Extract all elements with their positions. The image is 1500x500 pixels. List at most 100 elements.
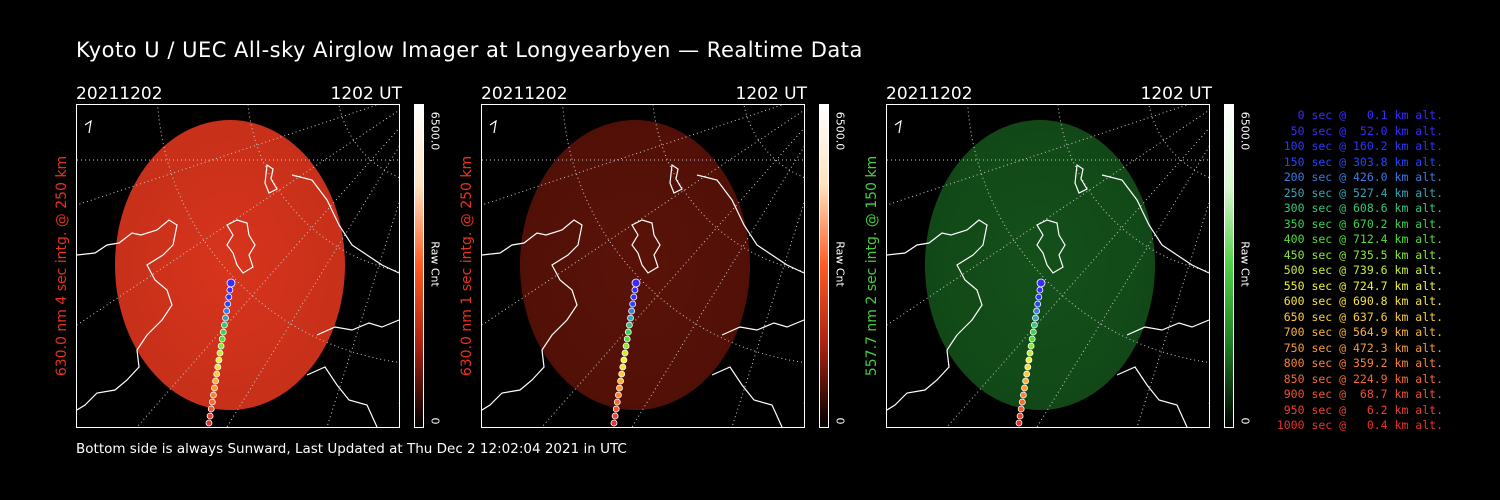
- allsky-image: [886, 104, 1210, 428]
- coastline: [84, 119, 92, 134]
- coastline: [264, 163, 278, 194]
- imager-panel-1: 20211202 1202 UT 630.0 nm 4 sec intg. @ …: [54, 84, 442, 434]
- coastline: [291, 174, 399, 274]
- coastline: [489, 119, 497, 134]
- colorbar-min-text: 0: [428, 417, 442, 425]
- longitude-line: [77, 105, 379, 206]
- trajectory-point: [1029, 328, 1037, 336]
- allsky-map-svg: [77, 105, 399, 427]
- trajectory-point: [222, 314, 229, 322]
- trajectory-point: [208, 398, 216, 406]
- legend-entry: 50 sec @ 52.0 km alt.: [1290, 123, 1443, 138]
- trajectory-point: [225, 293, 233, 301]
- panel-ylabel: 557.7 nm 2 sec intg. @ 150 km: [862, 104, 882, 428]
- colorbar-max-text: 6500.0: [1238, 111, 1252, 151]
- trajectory-point: [214, 363, 222, 371]
- ylabel-text: 630.0 nm 1 sec intg. @ 250 km: [459, 155, 475, 377]
- trajectory-point: [611, 412, 619, 420]
- trajectory-point: [223, 307, 231, 315]
- legend-entry: 350 sec @ 670.2 km alt.: [1283, 216, 1443, 231]
- allsky-map-svg: [887, 105, 1209, 427]
- trajectory-point: [618, 370, 626, 378]
- coastline: [226, 219, 256, 274]
- longitude-line: [482, 109, 804, 326]
- trajectory-point: [625, 321, 633, 329]
- coastline: [711, 366, 783, 427]
- trajectory-point: [226, 278, 236, 288]
- trajectory-point: [620, 356, 628, 364]
- trajectory-point: [1032, 314, 1039, 322]
- trajectory-point: [1022, 377, 1030, 385]
- trajectory-point: [207, 405, 215, 413]
- legend-entry: 450 sec @ 735.5 km alt.: [1283, 247, 1443, 262]
- coastline: [894, 119, 902, 134]
- trajectory-point: [617, 377, 625, 385]
- trajectory-point: [621, 349, 629, 357]
- trajectory-point: [631, 286, 639, 294]
- trajectory-point: [1033, 307, 1041, 315]
- airglow-disk: [925, 120, 1155, 410]
- colorbar-max-text: 6500.0: [428, 111, 442, 151]
- trajectory-point: [1019, 391, 1027, 399]
- coastline: [669, 163, 683, 194]
- panel-date: 20211202: [76, 84, 163, 104]
- trajectory-point: [616, 384, 623, 392]
- trajectory-point: [1028, 335, 1036, 343]
- colorbar-unit-text: Raw Cnt: [1238, 241, 1252, 287]
- trajectory-point: [610, 419, 618, 427]
- longitude-line: [482, 105, 784, 206]
- coastline: [696, 174, 804, 274]
- coastline: [306, 366, 378, 427]
- trajectory-point: [206, 412, 214, 420]
- footer-note: Bottom side is always Sunward, Last Upda…: [76, 441, 627, 457]
- trajectory-point: [220, 321, 228, 329]
- trajectory-point: [224, 300, 232, 308]
- colorbar-max-text: 6500.0: [833, 111, 847, 151]
- colorbar-unit-text: Raw Cnt: [428, 241, 442, 287]
- trajectory-point: [1027, 342, 1035, 350]
- legend-entry: 550 sec @ 724.7 km alt.: [1283, 278, 1443, 293]
- colorbar-unit: Raw Cnt: [831, 234, 849, 294]
- panel-date: 20211202: [481, 84, 568, 104]
- colorbar: [1224, 104, 1234, 428]
- trajectory-point: [1036, 286, 1044, 294]
- legend-entry: 250 sec @ 527.4 km alt.: [1283, 185, 1443, 200]
- legend-entry: 300 sec @ 608.6 km alt.: [1283, 201, 1443, 215]
- colorbar-min-text: 0: [833, 417, 847, 425]
- trajectory-point: [215, 356, 223, 364]
- trajectory-point: [613, 398, 621, 406]
- page-title: Kyoto U / UEC All-sky Airglow Imager at …: [76, 38, 863, 62]
- longitude-line: [887, 105, 1189, 206]
- colorbar-min: 0: [1236, 414, 1254, 428]
- colorbar-unit: Raw Cnt: [426, 234, 444, 294]
- trajectory-legend: 0 sec @ 0.1 km alt. 50 sec @ 52.0 km alt.…: [1277, 108, 1443, 434]
- trajectory-point: [219, 328, 227, 336]
- colorbar-max: 6500.0: [1236, 106, 1254, 156]
- trajectory-point: [218, 335, 226, 343]
- trajectory-point: [619, 363, 627, 371]
- trajectory-point: [612, 405, 620, 413]
- coastline: [482, 219, 583, 411]
- coastline: [1116, 366, 1188, 427]
- trajectory-point: [629, 300, 637, 308]
- legend-entry: 650 sec @ 637.6 km alt.: [1283, 309, 1443, 324]
- legend-entry: 800 sec @ 359.2 km alt.: [1283, 356, 1443, 370]
- legend-entry: 750 sec @ 472.3 km alt.: [1283, 340, 1443, 355]
- colorbar-max: 6500.0: [426, 106, 444, 156]
- trajectory-point: [1030, 321, 1038, 329]
- ylabel-text: 630.0 nm 4 sec intg. @ 250 km: [54, 155, 70, 377]
- panel-time: 1202 UT: [330, 84, 403, 104]
- allsky-image: [76, 104, 400, 428]
- trajectory-point: [212, 377, 220, 385]
- trajectory-point: [631, 278, 641, 288]
- coastline: [887, 219, 988, 411]
- panel-time: 1202 UT: [1140, 84, 1213, 104]
- airglow-disk: [115, 120, 345, 410]
- legend-entry: 1000 sec @ 0.4 km alt.: [1276, 418, 1443, 432]
- colorbar: [414, 104, 424, 428]
- ylabel-text: 557.7 nm 2 sec intg. @ 150 km: [864, 155, 880, 377]
- trajectory-point: [213, 370, 221, 378]
- legend-entry: 400 sec @ 712.4 km alt.: [1283, 232, 1443, 246]
- legend-entry: 150 sec @ 303.8 km alt.: [1283, 154, 1443, 169]
- trajectory-point: [1021, 384, 1028, 392]
